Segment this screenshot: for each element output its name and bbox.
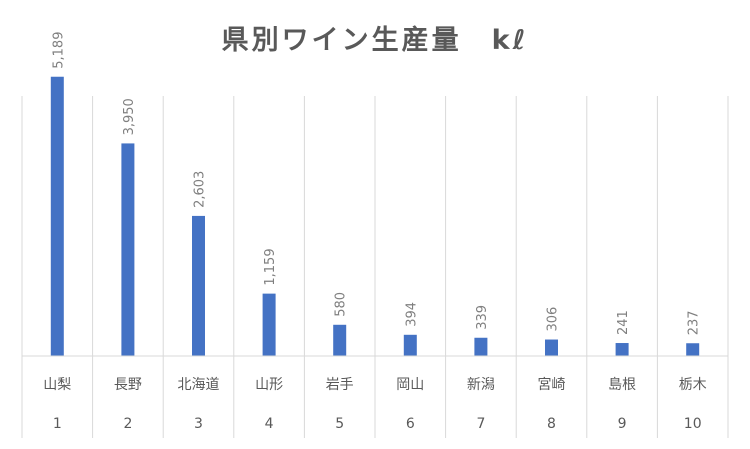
bars xyxy=(50,76,700,356)
rank-label: 2 xyxy=(123,416,132,432)
rank-label: 1 xyxy=(53,416,62,432)
data-label: 3,950 xyxy=(122,98,137,135)
rank-labels: 1 2 3 4 5 6 7 8 9 10 xyxy=(53,416,702,432)
category-labels: 山梨 長野 北海道 山形 岩手 岡山 新潟 宮崎 島根 栃木 xyxy=(43,377,706,393)
category-label: 岩手 xyxy=(326,377,354,393)
bar xyxy=(50,76,64,356)
category-separators xyxy=(21,96,729,438)
category-label: 岡山 xyxy=(396,377,424,393)
rank-label: 8 xyxy=(547,416,556,432)
data-label: 339 xyxy=(475,305,490,330)
category-label: 山形 xyxy=(255,377,283,393)
data-label: 5,189 xyxy=(51,32,66,69)
rank-label: 5 xyxy=(335,416,344,432)
rank-label: 10 xyxy=(684,416,702,432)
rank-label: 3 xyxy=(194,416,203,432)
category-label: 北海道 xyxy=(178,377,220,393)
category-label: 島根 xyxy=(608,377,636,393)
bar xyxy=(121,143,135,356)
category-label: 長野 xyxy=(114,377,142,393)
bar xyxy=(474,337,488,356)
data-label: 306 xyxy=(546,307,561,332)
data-label: 580 xyxy=(334,292,349,317)
rank-label: 9 xyxy=(618,416,627,432)
bar xyxy=(403,334,417,356)
rank-label: 4 xyxy=(265,416,274,432)
category-label: 新潟 xyxy=(467,377,495,393)
bar xyxy=(686,343,700,356)
data-label: 394 xyxy=(404,302,419,327)
data-label: 241 xyxy=(616,310,631,335)
category-label: 宮崎 xyxy=(538,377,566,393)
bar xyxy=(545,339,558,356)
chart-title: 県別ワイン生産量 kℓ xyxy=(221,25,529,56)
data-label: 237 xyxy=(687,310,702,335)
data-label: 2,603 xyxy=(193,171,208,208)
bar xyxy=(615,343,629,356)
category-label: 山梨 xyxy=(43,377,71,393)
bar xyxy=(192,215,205,356)
value-labels: 5,189 3,950 2,603 1,159 580 394 339 306 241 237 xyxy=(51,32,701,336)
data-label: 1,159 xyxy=(263,248,278,285)
rank-label: 6 xyxy=(406,416,415,432)
bar xyxy=(333,324,347,356)
rank-label: 7 xyxy=(476,416,485,432)
category-label: 栃木 xyxy=(679,377,707,393)
bar xyxy=(262,293,276,356)
